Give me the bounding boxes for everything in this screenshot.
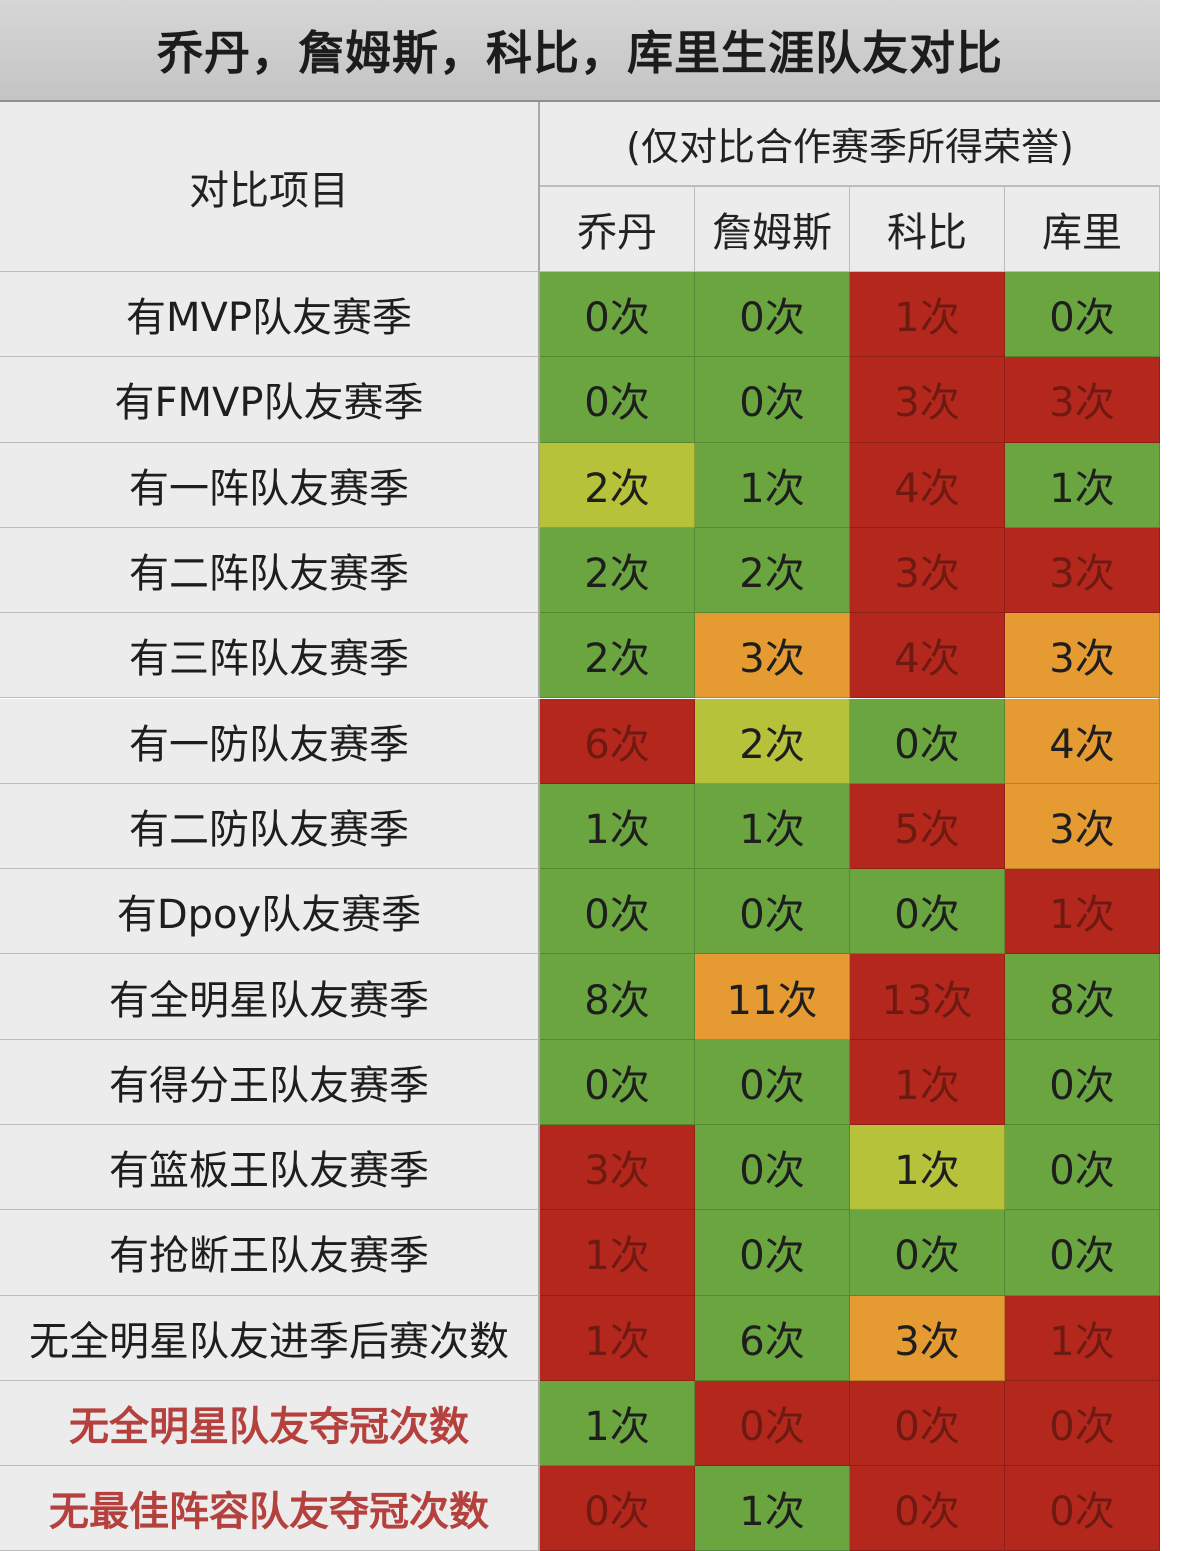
value-cell-jordan: 1次	[540, 1380, 695, 1467]
value-cell-kobe: 1次	[850, 1039, 1005, 1125]
value-cell-james: 0次	[695, 1039, 850, 1125]
value-cell-kobe: 4次	[850, 613, 1005, 699]
value-cell-kobe: 0次	[850, 1210, 1005, 1296]
value-cell-curry: 0次	[1005, 1380, 1160, 1467]
row-label: 无最佳阵容队友夺冠次数	[0, 1466, 540, 1551]
value-cell-jordan: 0次	[540, 1466, 695, 1551]
value-cell-curry: 0次	[1005, 1039, 1160, 1125]
value-cell-james: 2次	[695, 527, 850, 614]
value-cell-kobe: 0次	[850, 1466, 1005, 1551]
player-header-james: 詹姆斯	[695, 186, 850, 272]
value-cell-jordan: 2次	[540, 613, 695, 699]
row-label: 无全明星队友夺冠次数	[0, 1380, 540, 1467]
item-column-header: 对比项目	[0, 102, 540, 272]
row-label: 有FMVP队友赛季	[0, 357, 540, 443]
value-cell-kobe: 3次	[850, 1295, 1005, 1381]
value-cell-kobe: 1次	[850, 272, 1005, 358]
value-cell-kobe: 3次	[850, 357, 1005, 443]
value-cell-kobe: 0次	[850, 698, 1005, 784]
value-cell-james: 0次	[695, 1125, 850, 1211]
row-label: 有Dpoy队友赛季	[0, 869, 540, 955]
value-cell-curry: 3次	[1005, 613, 1160, 699]
value-cell-jordan: 1次	[540, 1210, 695, 1296]
row-label: 有篮板王队友赛季	[0, 1125, 540, 1211]
value-cell-kobe: 5次	[850, 783, 1005, 870]
value-cell-curry: 3次	[1005, 527, 1160, 614]
value-cell-kobe: 1次	[850, 1125, 1005, 1211]
value-cell-james: 0次	[695, 1380, 850, 1467]
scope-note: (仅对比合作赛季所得荣誉)	[540, 102, 1160, 186]
value-cell-jordan: 1次	[540, 783, 695, 870]
value-cell-jordan: 0次	[540, 1039, 695, 1125]
value-cell-jordan: 1次	[540, 1295, 695, 1381]
value-cell-curry: 8次	[1005, 954, 1160, 1040]
value-cell-jordan: 8次	[540, 954, 695, 1040]
value-cell-james: 1次	[695, 783, 850, 870]
value-cell-jordan: 0次	[540, 869, 695, 955]
value-cell-jordan: 2次	[540, 527, 695, 614]
value-cell-curry: 3次	[1005, 357, 1160, 443]
player-header-jordan: 乔丹	[540, 186, 695, 272]
row-label: 有全明星队友赛季	[0, 954, 540, 1040]
row-label: 有一阵队友赛季	[0, 442, 540, 528]
value-cell-james: 0次	[695, 869, 850, 955]
value-cell-curry: 0次	[1005, 1125, 1160, 1211]
value-cell-james: 3次	[695, 613, 850, 699]
value-cell-jordan: 0次	[540, 272, 695, 358]
value-cell-curry: 0次	[1005, 1210, 1160, 1296]
row-label: 有MVP队友赛季	[0, 272, 540, 358]
value-cell-curry: 4次	[1005, 698, 1160, 784]
row-label: 有二阵队友赛季	[0, 527, 540, 614]
value-cell-jordan: 2次	[540, 442, 695, 528]
value-cell-curry: 1次	[1005, 442, 1160, 528]
value-cell-kobe: 4次	[850, 442, 1005, 528]
value-cell-james: 2次	[695, 698, 850, 784]
player-header-curry: 库里	[1005, 186, 1160, 272]
value-cell-curry: 3次	[1005, 783, 1160, 870]
value-cell-james: 0次	[695, 1210, 850, 1296]
value-cell-curry: 1次	[1005, 869, 1160, 955]
table-title: 乔丹，詹姆斯，科比，库里生涯队友对比	[0, 0, 1160, 102]
value-cell-james: 1次	[695, 1466, 850, 1551]
value-cell-james: 0次	[695, 272, 850, 358]
value-cell-james: 6次	[695, 1295, 850, 1381]
value-cell-curry: 0次	[1005, 1466, 1160, 1551]
value-cell-jordan: 0次	[540, 357, 695, 443]
value-cell-curry: 0次	[1005, 272, 1160, 358]
value-cell-kobe: 13次	[850, 954, 1005, 1040]
value-cell-james: 0次	[695, 357, 850, 443]
value-cell-kobe: 3次	[850, 527, 1005, 614]
value-cell-curry: 1次	[1005, 1295, 1160, 1381]
row-label: 有得分王队友赛季	[0, 1039, 540, 1125]
value-cell-kobe: 0次	[850, 1380, 1005, 1467]
value-cell-jordan: 3次	[540, 1125, 695, 1211]
value-cell-jordan: 6次	[540, 698, 695, 784]
row-label: 有二防队友赛季	[0, 783, 540, 870]
value-cell-james: 11次	[695, 954, 850, 1040]
row-label: 有三阵队友赛季	[0, 613, 540, 699]
value-cell-kobe: 0次	[850, 869, 1005, 955]
value-cell-james: 1次	[695, 442, 850, 528]
row-label: 无全明星队友进季后赛次数	[0, 1295, 540, 1381]
player-header-kobe: 科比	[850, 186, 1005, 272]
row-label: 有一防队友赛季	[0, 698, 540, 784]
row-label: 有抢断王队友赛季	[0, 1210, 540, 1296]
